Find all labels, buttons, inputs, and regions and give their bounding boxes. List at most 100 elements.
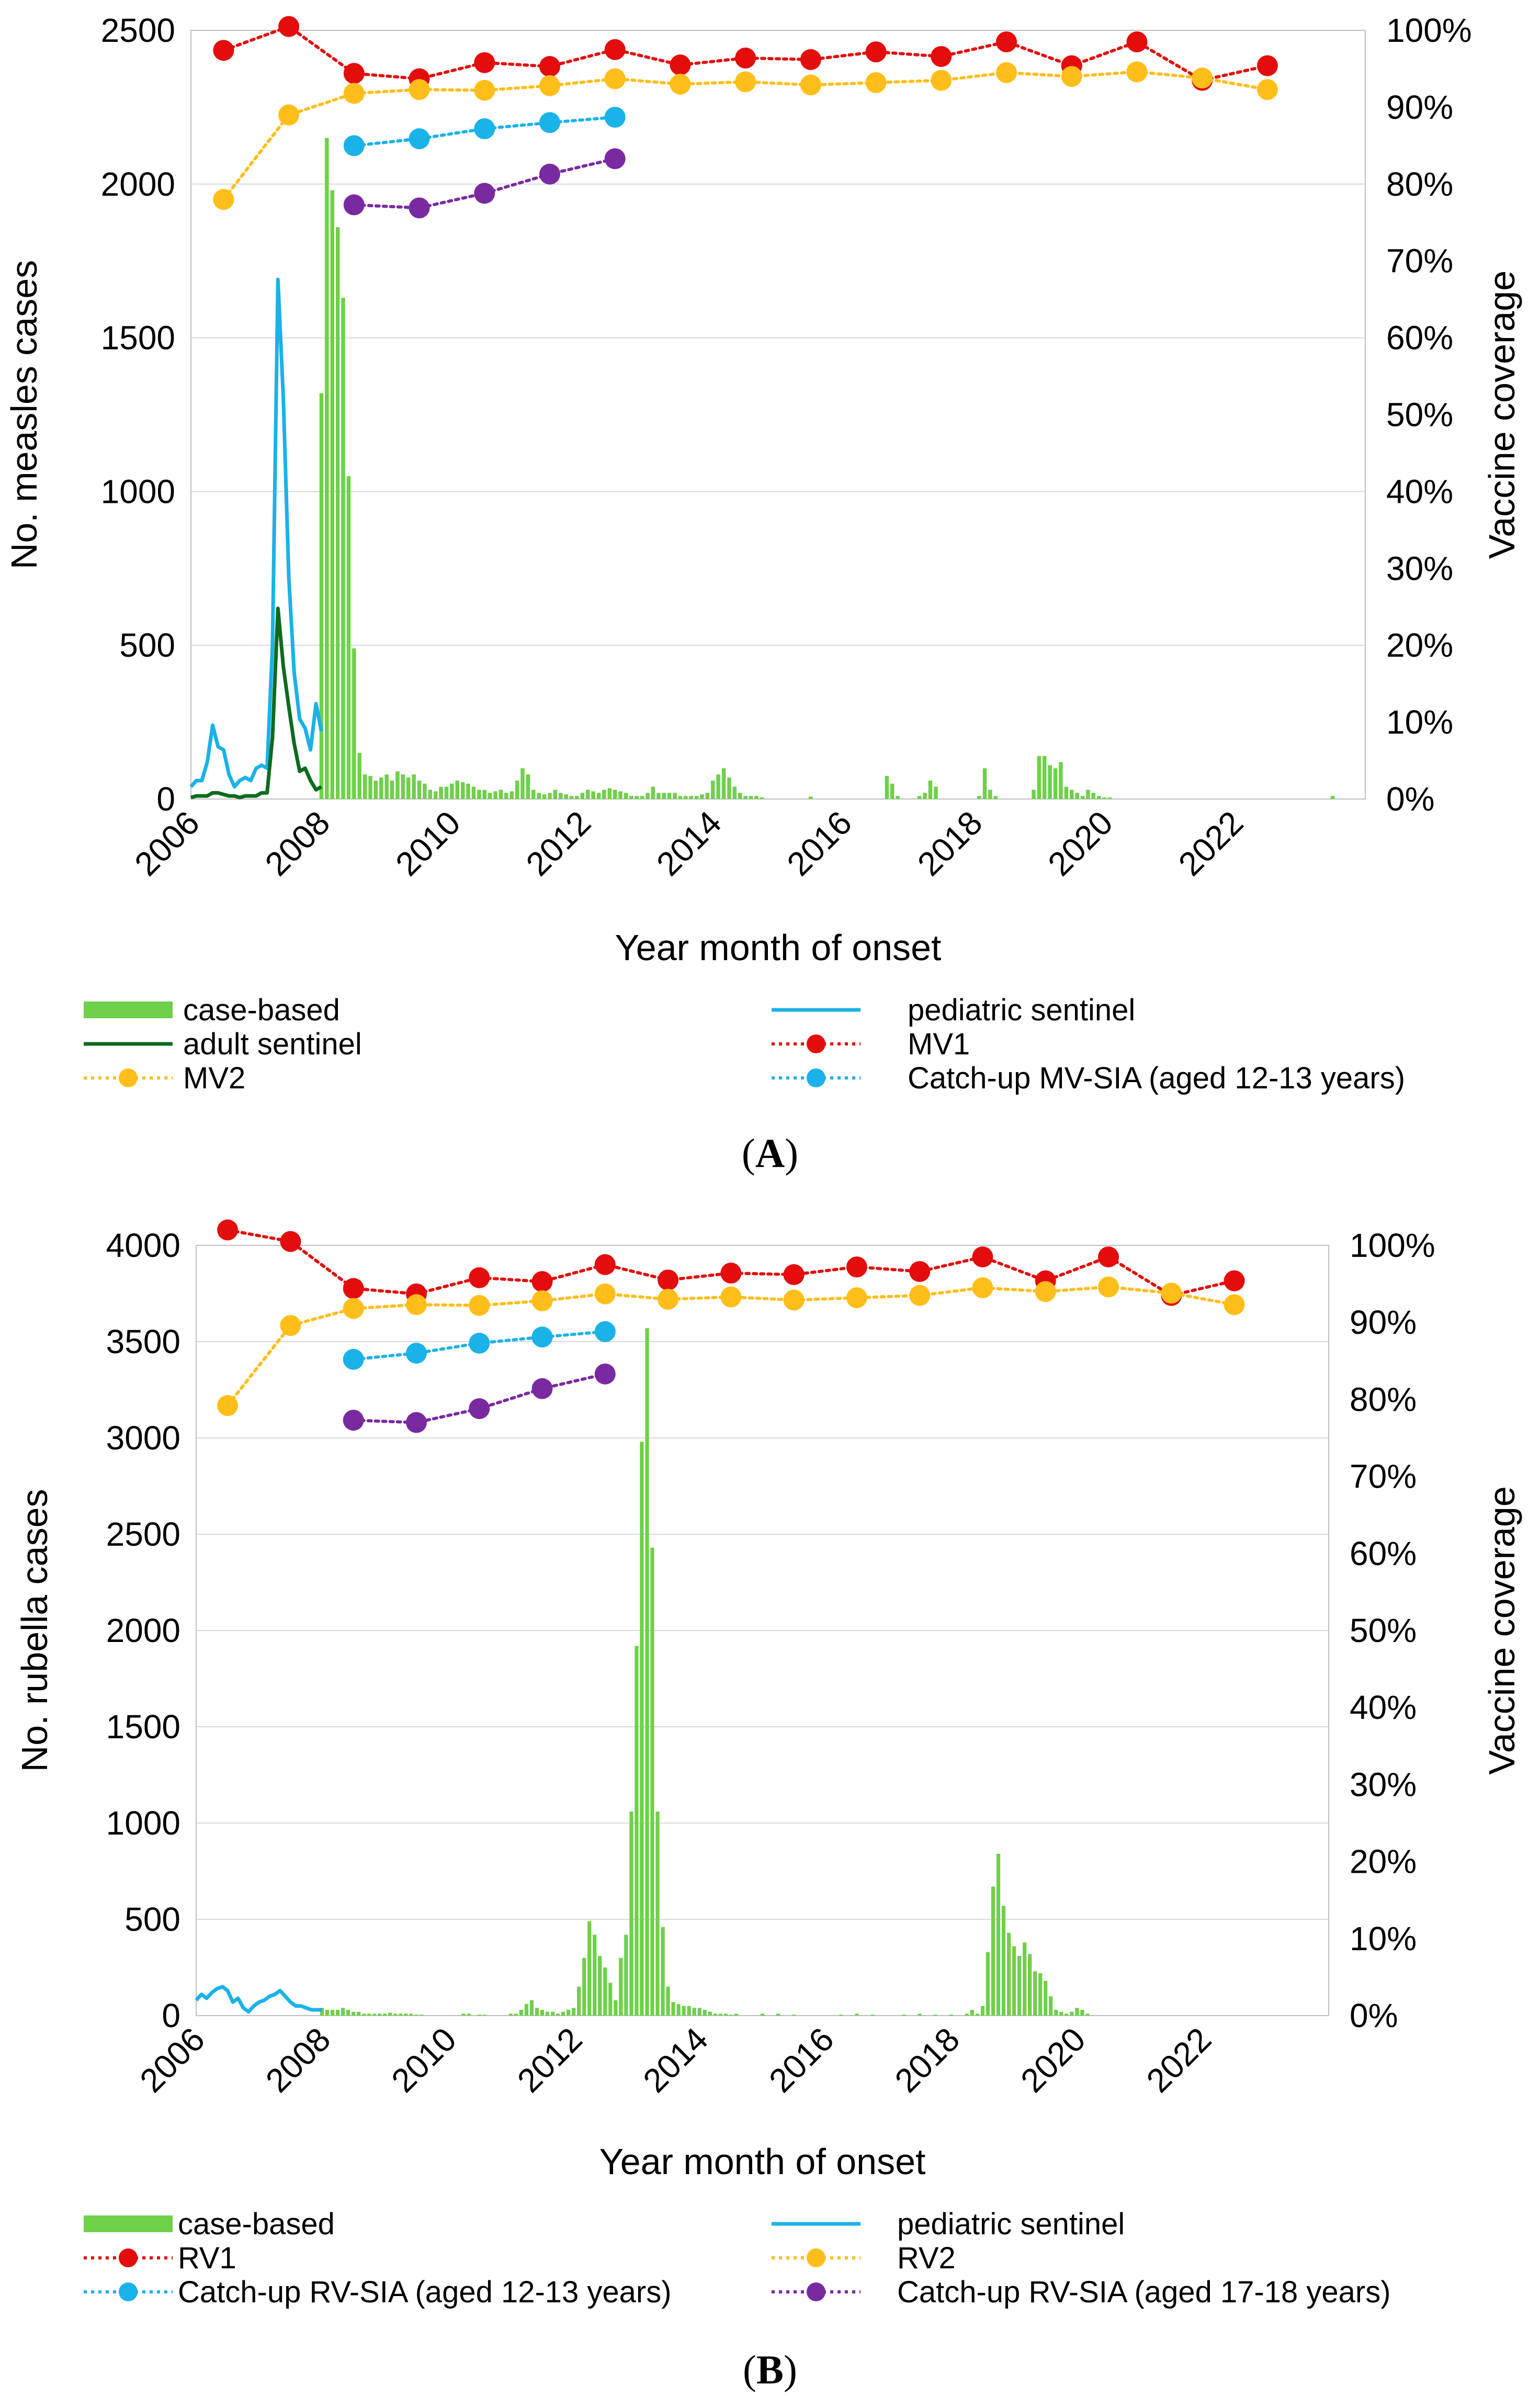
case-bar (390, 780, 394, 799)
case-bar (580, 793, 585, 799)
rv1-point (783, 1264, 805, 1285)
case-bar (383, 2013, 387, 2016)
panel-label-close: ) (784, 2347, 797, 2392)
case-bar (692, 2008, 696, 2016)
legend-label: RV1 (178, 2241, 236, 2275)
case-bar (949, 2015, 953, 2016)
case-bar (618, 791, 622, 799)
catch-up-mv-sia-aged-12-13-years-point (539, 112, 560, 133)
y-right-tick-label: 40% (1350, 1689, 1417, 1726)
case-bar (977, 796, 981, 799)
catch-up-mv-sia-aged-17-18-years-point (343, 194, 365, 216)
panel-label: (B) (743, 2347, 797, 2392)
case-bar (325, 2009, 330, 2016)
case-bar (499, 790, 503, 799)
case-bar (656, 793, 661, 799)
case-bar (743, 796, 748, 799)
panel-label-open: ( (743, 2347, 756, 2392)
case-bar (1107, 797, 1112, 799)
x-tick-label: 2022 (1139, 2020, 1219, 2100)
rv1-point (720, 1262, 742, 1284)
case-bar (363, 774, 367, 799)
case-bar (508, 2013, 513, 2016)
rv2-point (343, 1298, 364, 1319)
case-bar (482, 790, 486, 799)
rv2-point (594, 1283, 616, 1304)
y-right-tick-label: 60% (1386, 319, 1453, 357)
case-bar (1065, 2013, 1069, 2016)
case-bar (613, 790, 617, 799)
mv2-point (409, 79, 430, 100)
y-left-tick-label: 1000 (106, 1804, 180, 1842)
case-bar (655, 1811, 660, 2016)
case-bar (716, 774, 720, 799)
legend-label: case-based (178, 2207, 335, 2241)
y-right-tick-label: 0% (1350, 1997, 1398, 2034)
mv2-point (996, 62, 1017, 83)
case-bar (776, 2013, 780, 2016)
case-bar (619, 1958, 623, 2016)
legend-label: RV2 (897, 2241, 956, 2275)
case-bar (352, 648, 356, 799)
mv2-point (343, 83, 365, 104)
mv1-point (474, 52, 495, 73)
case-bar (598, 1955, 602, 2016)
case-bar (703, 2009, 707, 2016)
legend-label: Catch-up RV-SIA (aged 12-13 years) (178, 2275, 672, 2309)
mv2-point (670, 73, 691, 95)
case-bar (700, 794, 704, 799)
y-right-tick-label: 100% (1386, 12, 1472, 49)
case-bar (640, 1442, 644, 2016)
case-bar (596, 793, 601, 799)
mv2-point (865, 72, 887, 93)
case-bar (839, 2015, 843, 2016)
case-bar (603, 1967, 607, 2016)
x-tick-label: 2010 (388, 804, 468, 883)
y-right-tick-label: 10% (1350, 1920, 1417, 1958)
case-bar (529, 2000, 534, 2016)
mv1-point (343, 63, 365, 84)
case-bar (395, 771, 400, 799)
rv1-point (972, 1246, 993, 1268)
case-bar (640, 796, 644, 799)
legend-label: adult sentinel (183, 1027, 362, 1061)
legend-key-catch-up-rv-sia-aged-17-18-years (772, 2282, 860, 2301)
case-bar (1075, 2008, 1079, 2016)
mv1-point (996, 31, 1017, 53)
case-bar (890, 783, 894, 799)
case-bar (372, 2013, 377, 2016)
y-right-tick-label: 80% (1386, 165, 1453, 203)
case-bar (684, 796, 688, 799)
mv1-point (931, 46, 952, 67)
legend-key-mv1 (772, 1034, 860, 1053)
mv2-point (604, 68, 626, 89)
case-bar (537, 793, 541, 799)
y-right-tick-label: 30% (1350, 1765, 1417, 1803)
y-left-tick-label: 2500 (101, 12, 175, 49)
case-bar (809, 796, 813, 799)
case-bar (460, 782, 465, 799)
case-bar (723, 2013, 728, 2016)
case-bar (509, 791, 514, 799)
legend-swatch-marker (119, 2248, 138, 2267)
case-bar (564, 794, 568, 799)
case-bar (467, 2013, 471, 2016)
case-bar (561, 2011, 565, 2016)
case-bar (694, 796, 699, 799)
catch-up-mv-sia-aged-17-18-years-point (474, 183, 495, 204)
legend-swatch-bar (84, 2215, 173, 2232)
y-right-tick-label: 50% (1386, 396, 1453, 434)
case-bar (718, 2013, 722, 2016)
rv1-point (531, 1271, 553, 1292)
x-axis-title: Year month of onset (615, 927, 942, 968)
mv2-point (1192, 68, 1213, 89)
panel-b-rubella-chart: 0 500 1000 1500 2000 2500 3000 3500 4000 0% 10% 20%… (14, 1219, 1522, 2392)
case-bar (918, 2013, 922, 2016)
case-bar (461, 2013, 466, 2016)
case-bar (428, 790, 433, 799)
case-bar (608, 1983, 613, 2016)
case-bar (970, 2009, 974, 2016)
catch-up-mv-sia-aged-12-13-years-point (474, 118, 495, 140)
y-left-axis-title: No. rubella cases (14, 1489, 55, 1772)
case-bar (1037, 756, 1041, 799)
